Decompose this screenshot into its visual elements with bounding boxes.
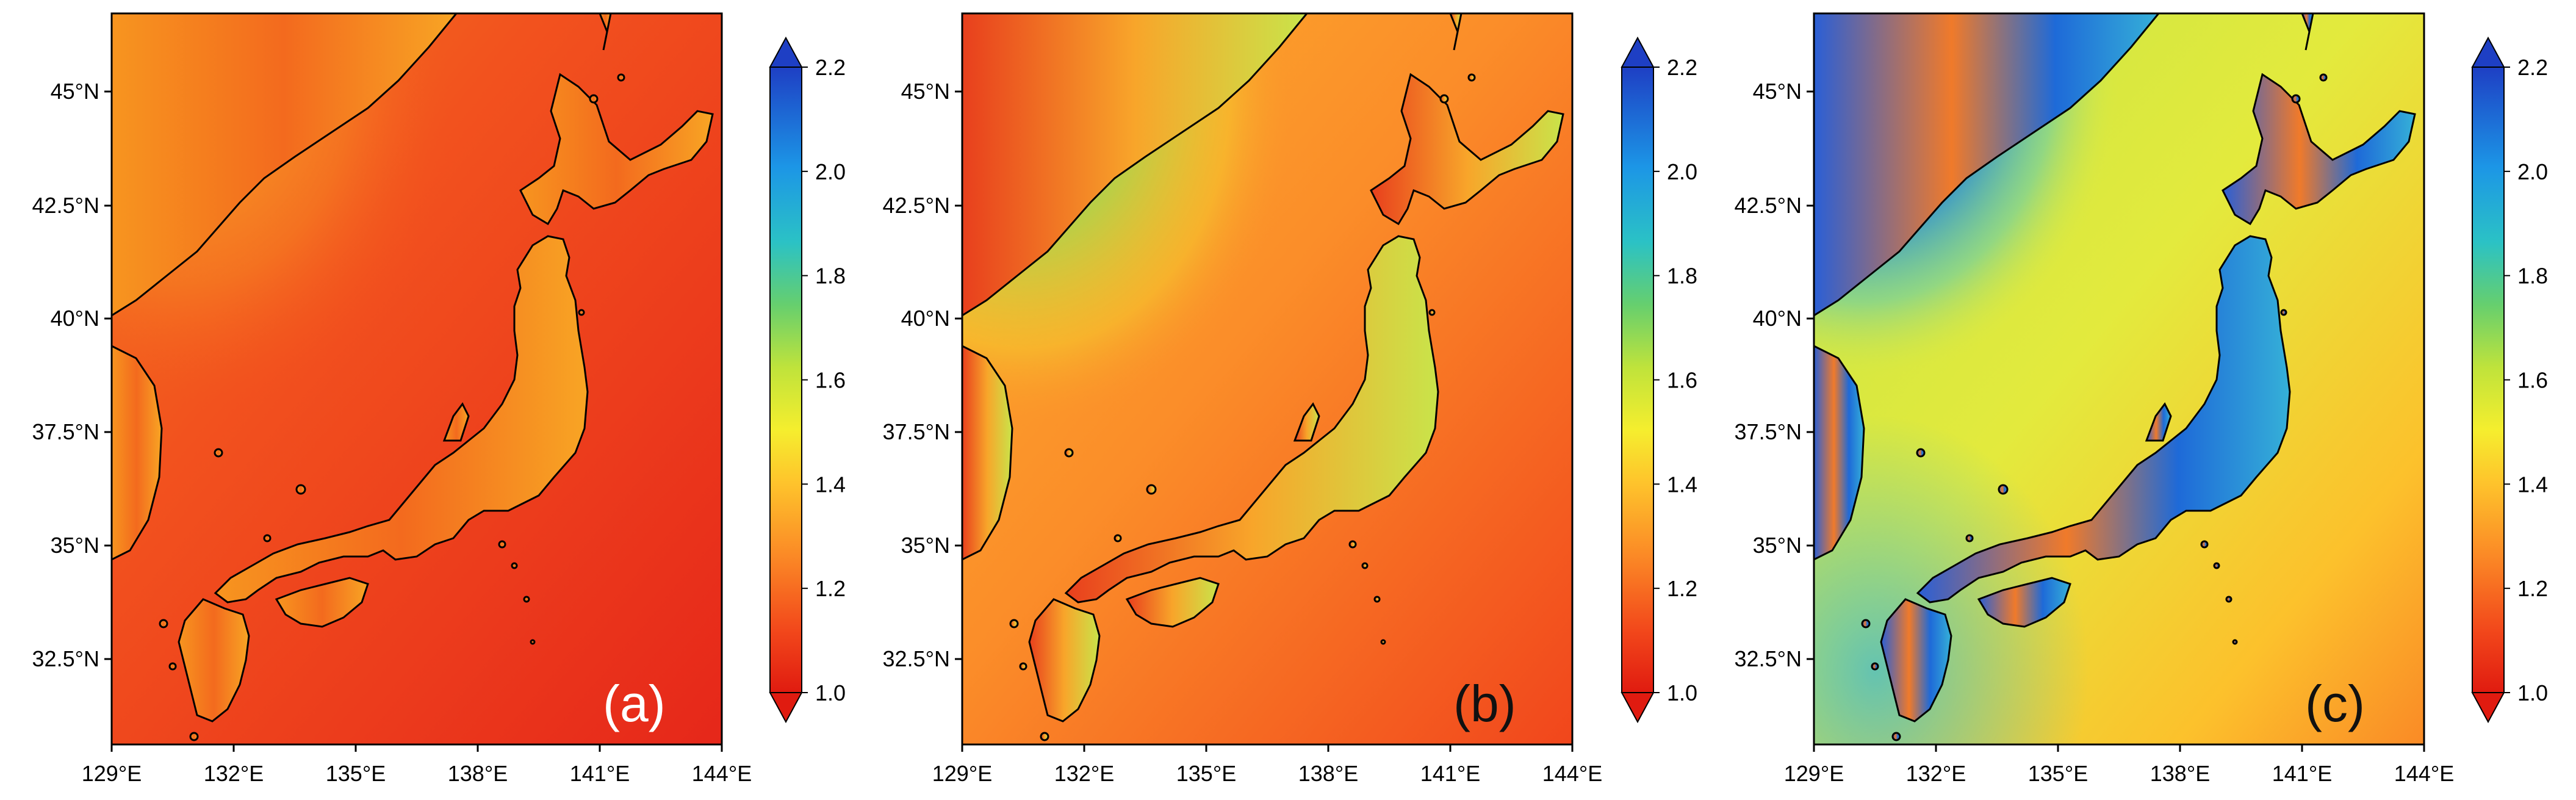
map-area: (a) <box>110 12 723 746</box>
colorbar-tick-label: 1.4 <box>1667 472 1697 497</box>
panel-label: (c) <box>2305 675 2365 732</box>
colorbar-tick-label: 1.8 <box>1667 264 1697 289</box>
colorbar-tick-label: 2.0 <box>1667 159 1697 184</box>
colorbar-tick-label: 1.2 <box>1667 576 1697 601</box>
map-area: (c) <box>1813 12 2425 746</box>
colorbar-tick-label: 2.2 <box>815 55 846 80</box>
lat-tick-label: 37.5°N <box>1735 419 1802 444</box>
colorbar-tick-label: 1.8 <box>2517 264 2548 289</box>
colorbar-tick-label: 1.2 <box>2517 576 2548 601</box>
lon-tick-label: 132°E <box>204 761 264 786</box>
colorbar-body <box>2472 67 2505 693</box>
colorbar: 2.2 2.0 1.8 1.6 1.4 1.2 1.0 <box>2471 36 2548 724</box>
colorbar-tick-label: 2.2 <box>2517 55 2548 80</box>
panel-b: (b) <box>961 12 1574 746</box>
colorbar-tick-label: 1.4 <box>815 472 846 497</box>
lat-tick-label: 32.5°N <box>1735 646 1802 671</box>
colorbar: 2.2 2.0 1.8 1.6 1.4 1.2 1.0 <box>769 36 846 724</box>
lat-tick-label: 37.5°N <box>32 419 99 444</box>
lon-tick-label: 129°E <box>82 761 142 786</box>
colorbar-tick-label: 1.2 <box>815 576 846 601</box>
colorbar: 2.2 2.0 1.8 1.6 1.4 1.2 1.0 <box>1621 36 1697 724</box>
colorbar-body <box>769 67 802 693</box>
lon-tick-label: 132°E <box>1054 761 1114 786</box>
colorbar-extend-max <box>769 36 803 68</box>
lon-tick-label: 132°E <box>1906 761 1966 786</box>
lon-tick-label: 144°E <box>1542 761 1602 786</box>
colorbar-extend-min <box>2471 692 2505 724</box>
lon-tick-label: 138°E <box>1298 761 1358 786</box>
colorbar-tick-label: 2.0 <box>2517 159 2548 184</box>
lon-tick-label: 135°E <box>1176 761 1236 786</box>
colorbar-extend-max <box>2471 36 2505 68</box>
lat-tick-label: 35°N <box>51 533 99 558</box>
lon-tick-label: 135°E <box>326 761 386 786</box>
colorbar-tick-label: 1.0 <box>815 680 846 705</box>
colorbar-tick-label: 1.0 <box>2517 680 2548 705</box>
lat-tick-label: 42.5°N <box>883 193 950 218</box>
lat-tick-label: 45°N <box>51 79 99 104</box>
panel-c: (c) <box>1813 12 2425 746</box>
colorbar-extend-min <box>769 692 803 724</box>
lat-tick-label: 37.5°N <box>883 419 950 444</box>
colorbar-tick-label: 1.0 <box>1667 680 1697 705</box>
colorbar-tick-label: 1.4 <box>2517 472 2548 497</box>
colorbar-extend-max <box>1621 36 1655 68</box>
axes-layer: 129°E 132°E 135°E 138°E 141°E 144°E 45°N 42.5°N… <box>32 36 2548 786</box>
lat-tick-label: 32.5°N <box>883 646 950 671</box>
lon-tick-label: 144°E <box>692 761 752 786</box>
lat-tick-label: 45°N <box>901 79 950 104</box>
lon-tick-label: 138°E <box>448 761 508 786</box>
colorbar-tick-label: 1.8 <box>815 264 846 289</box>
lat-tick-label: 35°N <box>901 533 950 558</box>
lat-tick-label: 40°N <box>901 306 950 331</box>
lon-tick-label: 129°E <box>1784 761 1844 786</box>
lon-tick-label: 141°E <box>1420 761 1480 786</box>
colorbar-tick-label: 1.6 <box>1667 368 1697 393</box>
panel-a: (a) <box>110 12 723 746</box>
colorbar-tick-label: 2.0 <box>815 159 846 184</box>
lat-tick-label: 45°N <box>1753 79 1802 104</box>
colorbar-tick-label: 2.2 <box>1667 55 1697 80</box>
colorbar-tick-label: 1.6 <box>2517 368 2548 393</box>
lat-tick-label: 40°N <box>51 306 99 331</box>
lat-tick-label: 42.5°N <box>1735 193 1802 218</box>
lon-tick-label: 138°E <box>2150 761 2210 786</box>
colorbar-tick-label: 1.6 <box>815 368 846 393</box>
panel-label: (b) <box>1453 675 1516 732</box>
lon-tick-label: 135°E <box>2028 761 2088 786</box>
lat-tick-label: 40°N <box>1753 306 1802 331</box>
lon-tick-label: 141°E <box>2272 761 2332 786</box>
panel-label: (a) <box>603 675 666 732</box>
colorbar-body <box>1621 67 1654 693</box>
lon-tick-label: 129°E <box>932 761 992 786</box>
lon-tick-label: 141°E <box>570 761 630 786</box>
colorbar-extend-min <box>1621 692 1655 724</box>
lat-tick-label: 35°N <box>1753 533 1802 558</box>
lat-tick-label: 42.5°N <box>32 193 99 218</box>
map-area: (b) <box>961 12 1574 746</box>
lat-tick-label: 32.5°N <box>32 646 99 671</box>
lon-tick-label: 144°E <box>2394 761 2454 786</box>
